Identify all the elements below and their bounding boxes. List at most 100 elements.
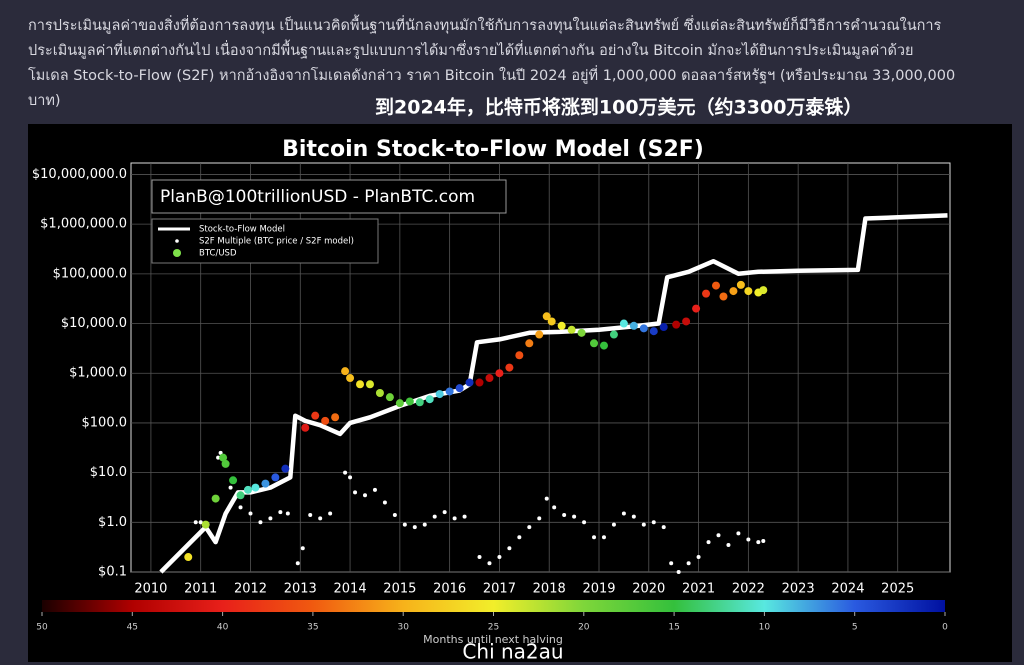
- multiple-point: [676, 570, 681, 574]
- colorbar-tick-label: 0: [942, 623, 948, 633]
- price-point: [281, 464, 290, 473]
- multiple-point: [432, 514, 437, 519]
- x-tick-label: 2017: [483, 582, 516, 597]
- price-point: [485, 374, 494, 383]
- multiple-point: [611, 522, 616, 527]
- colorbar-label: Months until next halving: [423, 633, 563, 646]
- price-point: [542, 312, 551, 321]
- multiple-point: [318, 516, 323, 521]
- multiple-point: [537, 516, 542, 521]
- x-tick-label: 2015: [383, 582, 416, 597]
- price-point: [759, 286, 768, 295]
- price-point: [495, 369, 504, 378]
- multiple-point: [661, 525, 666, 530]
- y-tick-label: $1,000,000.0: [40, 217, 127, 232]
- multiple-point: [552, 505, 557, 510]
- price-point: [659, 323, 668, 332]
- price-point: [435, 390, 444, 399]
- multiple-point: [238, 505, 243, 510]
- multiple-point: [348, 475, 353, 480]
- price-point: [445, 387, 454, 396]
- legend-label: S2F Multiple (BTC price / S2F model): [199, 237, 354, 247]
- multiple-point: [193, 520, 198, 525]
- multiple-point: [452, 516, 457, 521]
- multiple-point: [228, 485, 233, 490]
- price-point: [331, 413, 340, 422]
- price-point: [535, 330, 544, 339]
- price-point: [219, 453, 228, 462]
- x-tick-label: 2020: [632, 582, 665, 597]
- multiple-point: [198, 520, 203, 525]
- price-point: [261, 479, 270, 488]
- x-tick-label: 2018: [533, 582, 566, 597]
- colorbar-tick-label: 10: [759, 623, 771, 633]
- colorbar-tick-label: 25: [488, 623, 499, 633]
- price-point: [236, 491, 245, 500]
- multiple-point: [736, 531, 741, 536]
- multiple-point: [631, 514, 636, 519]
- price-point: [405, 397, 414, 406]
- y-tick-label: $1,000.0: [69, 366, 127, 381]
- price-point: [311, 411, 320, 420]
- y-tick-label: $100.0: [82, 415, 128, 430]
- price-point: [365, 380, 374, 389]
- x-tick-label: 2023: [782, 582, 815, 597]
- multiple-point: [285, 511, 290, 516]
- price-point: [682, 317, 691, 326]
- y-tick-label: $0.1: [98, 565, 127, 580]
- article-line: บาท): [28, 93, 61, 109]
- price-point: [692, 304, 701, 313]
- y-tick-label: $10.0: [90, 465, 127, 480]
- price-point: [455, 384, 464, 393]
- price-point: [609, 330, 618, 339]
- article-line: การประเมินมูลค่าของสิ่งที่ต้องการลงทุน เ…: [28, 18, 942, 34]
- price-point: [465, 378, 474, 387]
- price-point: [221, 459, 230, 468]
- multiple-point: [295, 561, 300, 566]
- price-point: [590, 339, 599, 348]
- x-tick-label: 2021: [682, 582, 715, 597]
- multiple-point: [592, 535, 597, 540]
- price-point: [505, 363, 514, 372]
- multiple-point: [363, 493, 367, 498]
- price-point: [395, 399, 404, 408]
- multiple-point: [507, 546, 512, 551]
- x-tick-label: 2022: [732, 582, 765, 597]
- legend-swatch: [173, 249, 181, 257]
- price-point: [729, 287, 738, 296]
- multiple-point: [258, 520, 263, 525]
- colorbar-tick-label: 50: [36, 623, 48, 633]
- price-point: [525, 339, 534, 348]
- article-line: โมเดล Stock-to-Flow (S2F) หากอ้างอิงจากโ…: [28, 68, 956, 84]
- legend-box: [151, 218, 379, 264]
- multiple-point: [651, 520, 656, 525]
- price-point: [341, 367, 350, 376]
- multiple-point: [686, 561, 691, 566]
- price-point: [375, 389, 384, 398]
- watermark: Chi na2au: [462, 640, 563, 664]
- multiple-point: [462, 514, 467, 519]
- multiple-point: [477, 555, 482, 560]
- colorbar: [42, 600, 945, 612]
- price-point: [184, 553, 193, 562]
- multiple-point: [562, 513, 567, 518]
- multiple-point: [621, 511, 626, 516]
- multiple-point: [544, 496, 549, 501]
- x-tick-label: 2011: [184, 582, 217, 597]
- multiple-point: [497, 555, 502, 560]
- article-line: ประเมินมูลค่าที่แตกต่างกันไป เนื่องจากมี…: [28, 43, 914, 59]
- price-point: [475, 378, 484, 387]
- multiple-point: [392, 513, 397, 518]
- legend-label: BTC/USD: [199, 249, 237, 259]
- colorbar-tick-label: 30: [397, 623, 409, 633]
- legend-swatch: [175, 239, 179, 243]
- article-text: การประเมินมูลค่าของสิ่งที่ต้องการลงทุน เ…: [28, 14, 1018, 114]
- multiple-point: [308, 513, 313, 518]
- price-point: [629, 321, 638, 330]
- multiple-point: [412, 525, 417, 530]
- multiple-point: [696, 555, 701, 560]
- colorbar-tick-label: 45: [127, 623, 138, 633]
- y-tick-label: $1.0: [98, 515, 127, 530]
- multiple-point: [572, 514, 577, 519]
